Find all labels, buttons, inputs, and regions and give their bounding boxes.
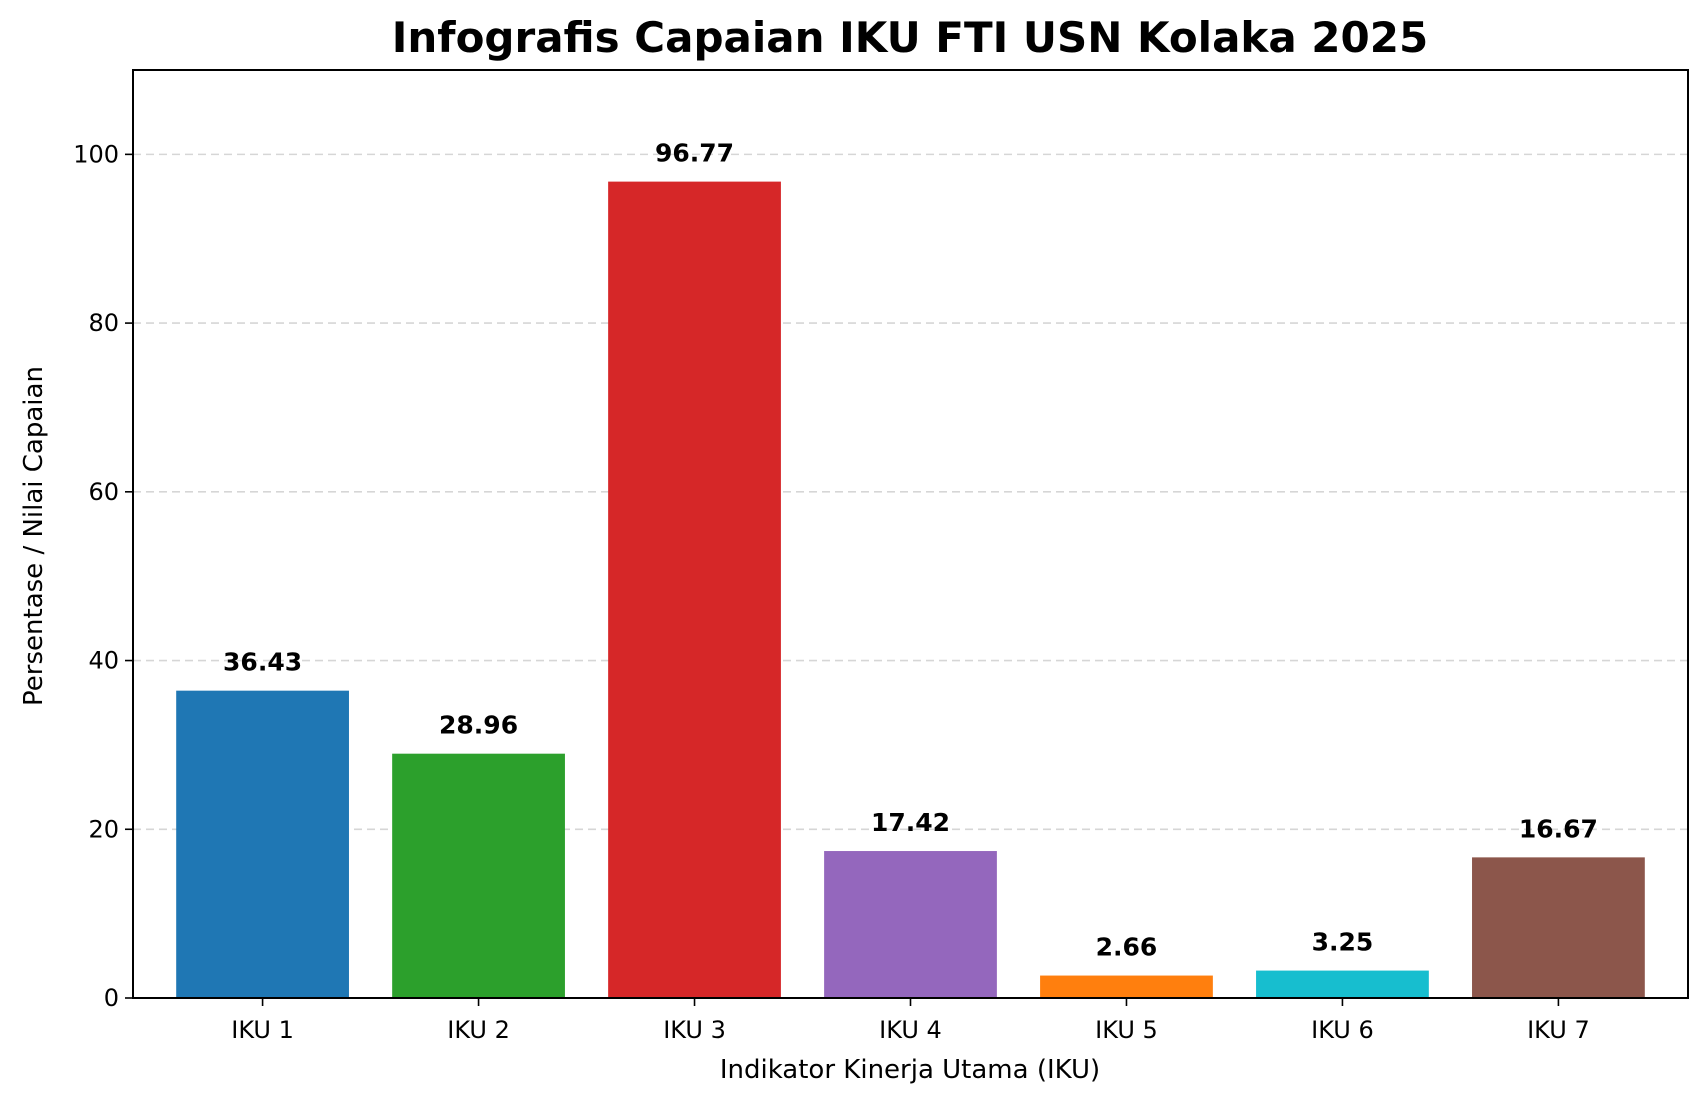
y-tick-label: 80: [88, 309, 119, 337]
bar-value-label: 17.42: [871, 808, 950, 837]
data-labels: 36.43 28.96 96.77 17.42 2.66 3.25 16.67: [223, 139, 1598, 962]
x-axis: IKU 1 IKU 2 IKU 3 IKU 4 IKU 5 IKU 6 IKU 7: [231, 998, 1590, 1044]
bar: [1472, 857, 1645, 998]
bar-value-label: 16.67: [1519, 814, 1598, 843]
x-tick-label: IKU 5: [1095, 1016, 1158, 1044]
y-axis: 0 20 40 60 80 100: [73, 140, 133, 1012]
bar: [824, 851, 997, 998]
bar-value-label: 2.66: [1096, 933, 1158, 962]
bar-value-label: 36.43: [223, 648, 302, 677]
y-tick-label: 40: [88, 647, 119, 675]
x-tick-label: IKU 1: [231, 1016, 294, 1044]
y-tick-label: 60: [88, 478, 119, 506]
x-axis-label: Indikator Kinerja Utama (IKU): [720, 1055, 1100, 1085]
bar: [1256, 970, 1429, 998]
x-tick-label: IKU 3: [663, 1016, 726, 1044]
bar: [608, 181, 781, 998]
bar-value-label: 3.25: [1312, 928, 1374, 957]
bar: [1040, 975, 1213, 998]
bar: [176, 690, 349, 998]
x-tick-label: IKU 6: [1311, 1016, 1374, 1044]
y-axis-label: Persentase / Nilai Capaian: [19, 366, 49, 706]
x-tick-label: IKU 7: [1527, 1016, 1590, 1044]
x-tick-label: IKU 4: [879, 1016, 942, 1044]
plot-frame: [132, 69, 1689, 999]
bar-value-label: 96.77: [655, 139, 734, 168]
bars: [176, 181, 1645, 998]
gridlines: [133, 153, 1688, 831]
y-tick-label: 0: [104, 984, 119, 1012]
y-tick-label: 100: [73, 140, 119, 168]
bar-value-label: 28.96: [439, 711, 518, 740]
chart-title: Infografis Capaian IKU FTI USN Kolaka 20…: [392, 13, 1428, 62]
y-tick-label: 20: [88, 815, 119, 843]
bar: [392, 753, 565, 998]
x-tick-label: IKU 2: [447, 1016, 510, 1044]
